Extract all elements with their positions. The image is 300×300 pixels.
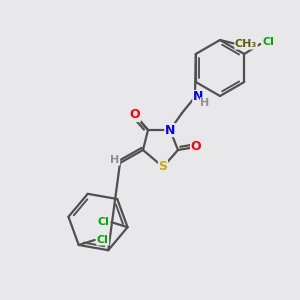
Text: CH₃: CH₃ (235, 39, 257, 49)
Text: S: S (158, 160, 167, 173)
Text: N: N (193, 91, 203, 103)
Text: H: H (110, 155, 120, 165)
Text: Cl: Cl (262, 37, 274, 47)
Text: O: O (130, 109, 140, 122)
Text: Cl: Cl (97, 235, 109, 245)
Text: O: O (191, 140, 201, 154)
Text: H: H (200, 98, 210, 108)
Text: N: N (165, 124, 175, 136)
Text: Cl: Cl (98, 217, 110, 227)
